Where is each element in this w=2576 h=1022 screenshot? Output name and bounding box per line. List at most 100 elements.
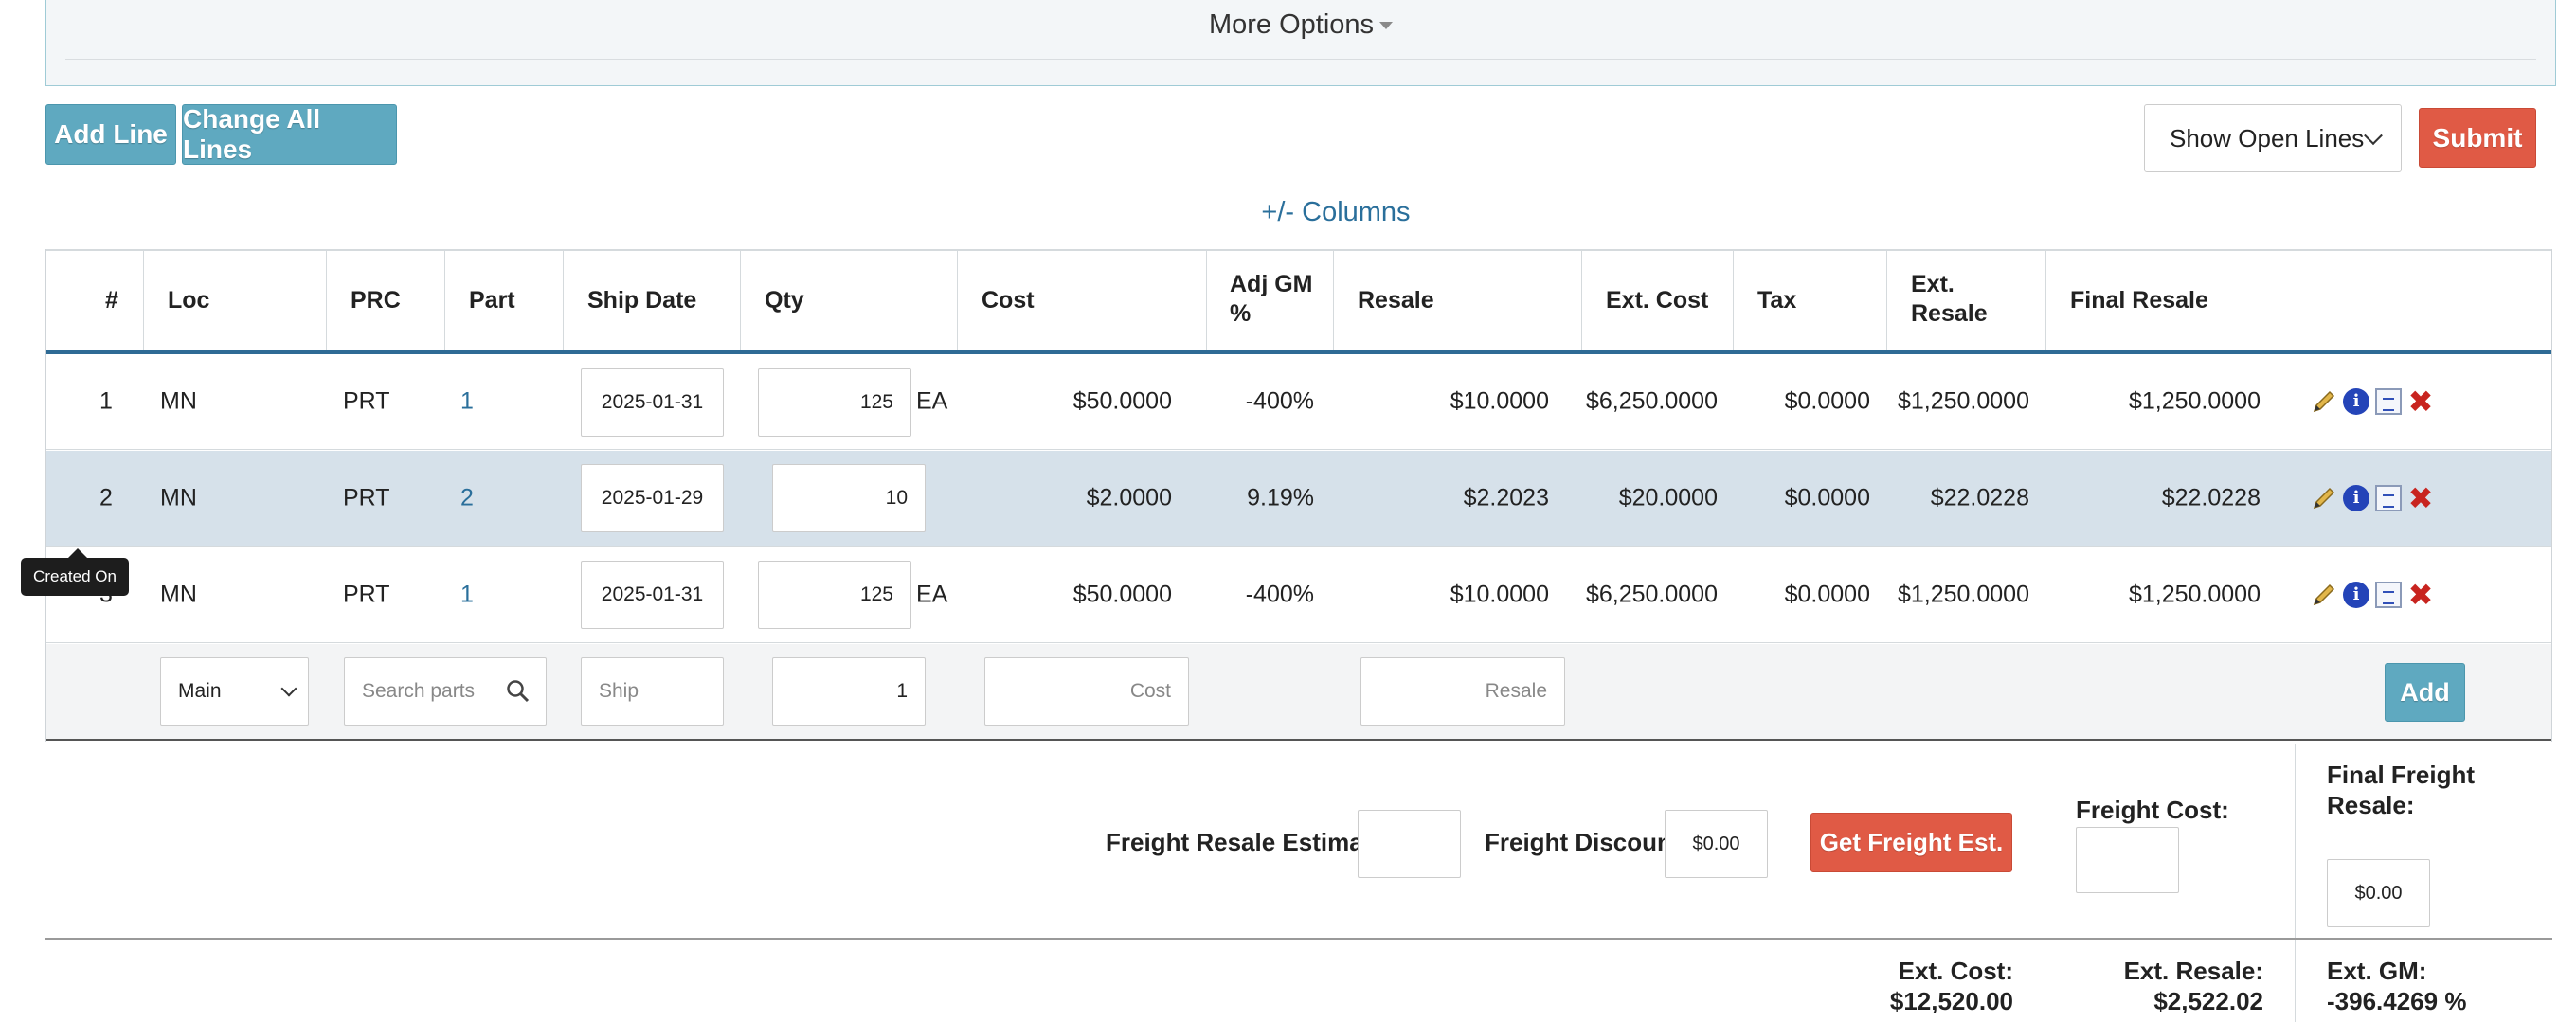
- qty-input[interactable]: 125: [758, 561, 911, 629]
- more-options-label: More Options: [1208, 9, 1375, 40]
- row-uom: EA: [916, 581, 948, 608]
- row-adj-gm: -400%: [1245, 581, 1314, 608]
- more-options-toggle[interactable]: More Options: [46, 9, 2555, 41]
- qty-input[interactable]: 10: [772, 464, 926, 532]
- row-actions: i ✖: [2311, 578, 2434, 612]
- ship-date-new-input[interactable]: Ship: [581, 657, 724, 726]
- row-loc: MN: [160, 387, 197, 415]
- info-icon[interactable]: i: [2343, 582, 2369, 608]
- document-icon[interactable]: [2375, 582, 2402, 608]
- row-number: 2: [99, 484, 113, 511]
- final-freight-resale-label: Final Freight Resale:: [2327, 760, 2475, 820]
- col-header-part: Part: [469, 287, 515, 314]
- line-filter-value: Show Open Lines: [2170, 123, 2365, 152]
- freight-discount-label: Freight Discount:: [1485, 828, 1689, 856]
- freight-resale-estimate-label: Freight Resale Estimate:: [1106, 828, 1394, 856]
- divider: [45, 938, 2552, 940]
- row-actions: i ✖: [2311, 385, 2434, 419]
- row-final-resale: $1,250.0000: [2128, 387, 2261, 415]
- line-filter-select[interactable]: Show Open Lines: [2144, 104, 2402, 172]
- row-ext-cost: $6,250.0000: [1585, 581, 1718, 608]
- col-header-ext-resale: Ext. Resale: [1911, 270, 1988, 329]
- ext-resale-total-value: $2,522.02: [2153, 987, 2263, 1015]
- pencil-icon[interactable]: [2311, 582, 2337, 608]
- row-prc: PRT: [343, 484, 390, 511]
- freight-discount-input[interactable]: $0.00: [1665, 810, 1768, 878]
- chevron-down-icon: [280, 680, 297, 697]
- row-part-link[interactable]: 1: [460, 387, 474, 415]
- row-cost: $50.0000: [1072, 581, 1172, 608]
- qty-input[interactable]: 125: [758, 368, 911, 437]
- toggle-columns-link[interactable]: +/- Columns: [1261, 197, 1411, 227]
- document-icon[interactable]: [2375, 388, 2402, 415]
- col-header-ext-resale-line2: Resale: [1911, 300, 1988, 327]
- pencil-icon[interactable]: [2311, 388, 2337, 415]
- ext-cost-total-label: Ext. Cost:: [1898, 957, 2013, 985]
- lines-table: # Loc PRC Part Ship Date Qty Cost Adj GM…: [45, 249, 2552, 742]
- col-header-loc: Loc: [168, 287, 210, 314]
- table-row[interactable]: 1 MN PRT 1 2025-01-31 125 EA $50.0000 -4…: [46, 354, 2551, 450]
- col-header-adj-gm-line2: %: [1230, 300, 1252, 327]
- col-header-qty: Qty: [765, 287, 804, 314]
- delete-icon[interactable]: ✖: [2407, 578, 2434, 612]
- cost-new-input[interactable]: Cost: [984, 657, 1189, 726]
- col-header-tax: Tax: [1757, 287, 1797, 314]
- row-part-link[interactable]: 1: [460, 581, 474, 608]
- row-tax: $0.0000: [1784, 484, 1870, 511]
- resale-new-input[interactable]: Resale: [1360, 657, 1565, 726]
- row-loc: MN: [160, 484, 197, 511]
- row-final-resale: $1,250.0000: [2128, 581, 2261, 608]
- part-search-input[interactable]: Search parts: [344, 657, 547, 726]
- freight-cost-label: Freight Cost:: [2076, 796, 2229, 824]
- row-adj-gm: -400%: [1245, 387, 1314, 415]
- more-options-panel: More Options: [45, 0, 2556, 86]
- info-icon[interactable]: i: [2343, 388, 2369, 415]
- row-loc: MN: [160, 581, 197, 608]
- add-button[interactable]: Add: [2385, 663, 2465, 722]
- search-icon[interactable]: [506, 679, 531, 704]
- row-part-link[interactable]: 2: [460, 484, 474, 511]
- table-row[interactable]: 2 MN PRT 2 2025-01-29 10 $2.0000 9.19% $…: [46, 451, 2551, 547]
- pencil-icon[interactable]: [2311, 485, 2337, 511]
- col-header-prc: PRC: [351, 287, 401, 314]
- row-ext-cost: $6,250.0000: [1585, 387, 1718, 415]
- ext-gm-total-label: Ext. GM:: [2327, 957, 2427, 985]
- final-freight-resale-input[interactable]: $0.00: [2327, 859, 2430, 927]
- document-icon[interactable]: [2375, 485, 2402, 511]
- part-search-placeholder: Search parts: [362, 680, 476, 702]
- new-line-row: Main Search parts Ship 1 Cost Resale Add: [46, 644, 2551, 741]
- col-header-ext-cost: Ext. Cost: [1606, 287, 1709, 314]
- col-header-adj-gm-line1: Adj GM: [1230, 271, 1313, 297]
- col-header-adj-gm: Adj GM %: [1230, 270, 1313, 329]
- freight-cost-input[interactable]: [2076, 827, 2179, 893]
- delete-icon[interactable]: ✖: [2407, 481, 2434, 515]
- freight-resale-estimate-input[interactable]: [1358, 810, 1461, 878]
- header-rule: [46, 350, 2551, 354]
- qty-new-input[interactable]: 1: [772, 657, 926, 726]
- col-header-final-resale: Final Resale: [2070, 287, 2208, 314]
- row-cost: $50.0000: [1072, 387, 1172, 415]
- ship-date-input[interactable]: 2025-01-29: [581, 464, 724, 532]
- location-select[interactable]: Main: [160, 657, 309, 726]
- col-header-cost: Cost: [982, 287, 1035, 314]
- ship-date-input[interactable]: 2025-01-31: [581, 561, 724, 629]
- ship-date-input[interactable]: 2025-01-31: [581, 368, 724, 437]
- row-ext-resale: $1,250.0000: [1897, 581, 2029, 608]
- ext-resale-total: Ext. Resale: $2,522.02: [2046, 956, 2263, 1016]
- info-icon[interactable]: i: [2343, 485, 2369, 511]
- table-row[interactable]: 3 MN PRT 1 2025-01-31 125 EA $50.0000 -4…: [46, 547, 2551, 643]
- add-line-button[interactable]: Add Line: [45, 104, 176, 165]
- row-ext-cost: $20.0000: [1618, 484, 1718, 511]
- submit-button[interactable]: Submit: [2419, 108, 2536, 168]
- delete-icon[interactable]: ✖: [2407, 385, 2434, 419]
- ext-gm-total-value: -396.4269 %: [2327, 987, 2467, 1015]
- row-uom: EA: [916, 387, 948, 415]
- row-prc: PRT: [343, 387, 390, 415]
- get-freight-estimate-button[interactable]: Get Freight Est.: [1810, 813, 2012, 872]
- col-header-ext-resale-line1: Ext.: [1911, 271, 1955, 297]
- change-all-lines-button[interactable]: Change All Lines: [182, 104, 397, 165]
- col-header-resale: Resale: [1358, 287, 1434, 314]
- ext-cost-total: Ext. Cost: $12,520.00: [1800, 956, 2013, 1016]
- divider: [65, 59, 2536, 60]
- row-tax: $0.0000: [1784, 581, 1870, 608]
